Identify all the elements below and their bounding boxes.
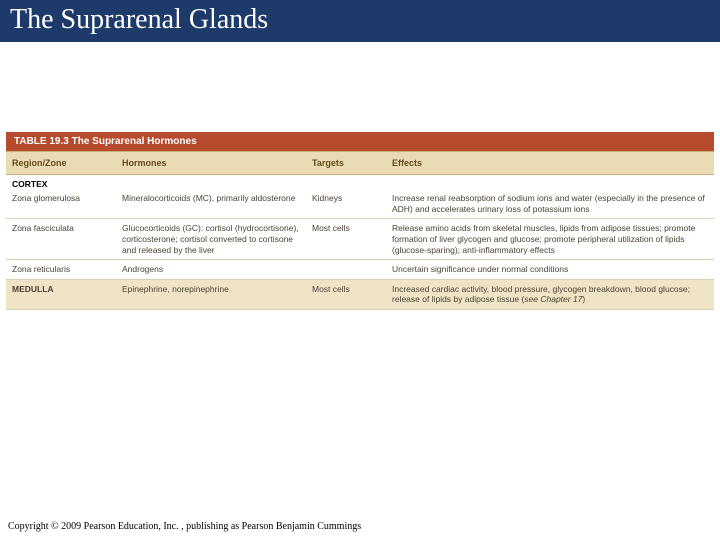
col-header-targets: Targets [306, 152, 386, 174]
table-row: Zona glomerulosa Mineralocorticoids (MC)… [6, 189, 714, 219]
table-caption: TABLE 19.3 The Suprarenal Hormones [6, 132, 714, 151]
title-bar: The Suprarenal Glands [0, 0, 720, 42]
cell-hormones: Epinephrine, norepinephrine [116, 280, 306, 309]
cell-hormones: Glucocorticoids (GC): cortisol (hydrocor… [116, 219, 306, 259]
cell-effects: Increase renal reabsorption of sodium io… [386, 189, 714, 218]
medulla-row: MEDULLA Epinephrine, norepinephrine Most… [6, 280, 714, 310]
suprarenal-table: TABLE 19.3 The Suprarenal Hormones Regio… [6, 132, 714, 310]
cell-targets: Kidneys [306, 189, 386, 218]
cell-targets: Most cells [306, 219, 386, 259]
table-body: CORTEX Zona glomerulosa Mineralocorticoi… [6, 175, 714, 310]
cell-effects: Increased cardiac activity, blood pressu… [386, 280, 714, 309]
effects-text-post: ) [582, 294, 585, 304]
table-row: Zona fasciculata Glucocorticoids (GC): c… [6, 219, 714, 260]
col-header-hormones: Hormones [116, 152, 306, 174]
cell-hormones: Androgens [116, 260, 306, 279]
copyright-text: Copyright © 2009 Pearson Education, Inc.… [8, 521, 361, 532]
cell-targets [306, 260, 386, 279]
slide-title: The Suprarenal Glands [10, 4, 710, 36]
table-row: Zona reticularis Androgens Uncertain sig… [6, 260, 714, 280]
cell-region: Zona glomerulosa [6, 189, 116, 218]
col-header-effects: Effects [386, 152, 714, 174]
cell-targets: Most cells [306, 280, 386, 309]
cortex-section-label: CORTEX [6, 175, 714, 189]
cell-effects: Release amino acids from skeletal muscle… [386, 219, 714, 259]
col-header-region: Region/Zone [6, 152, 116, 174]
cell-effects: Uncertain significance under normal cond… [386, 260, 714, 279]
cell-hormones: Mineralocorticoids (MC), primarily aldos… [116, 189, 306, 218]
cell-region: MEDULLA [6, 280, 116, 309]
cell-region: Zona fasciculata [6, 219, 116, 259]
table-header-row: Region/Zone Hormones Targets Effects [6, 151, 714, 175]
cell-region: Zona reticularis [6, 260, 116, 279]
effects-text-italic: see Chapter 17 [524, 294, 582, 304]
slide: The Suprarenal Glands TABLE 19.3 The Sup… [0, 0, 720, 540]
